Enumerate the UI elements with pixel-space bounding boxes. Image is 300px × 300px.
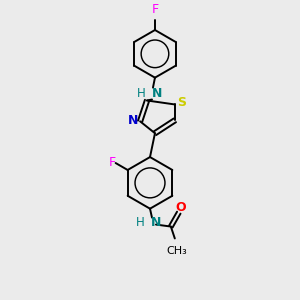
- Text: F: F: [152, 3, 158, 16]
- Text: N: N: [152, 87, 162, 100]
- Text: H: H: [136, 216, 145, 229]
- Text: F: F: [109, 155, 116, 169]
- Text: N: N: [128, 114, 138, 127]
- Text: O: O: [176, 201, 186, 214]
- Text: CH₃: CH₃: [167, 246, 187, 256]
- Text: N: N: [151, 216, 161, 229]
- Text: S: S: [177, 96, 186, 109]
- Text: H: H: [137, 87, 146, 100]
